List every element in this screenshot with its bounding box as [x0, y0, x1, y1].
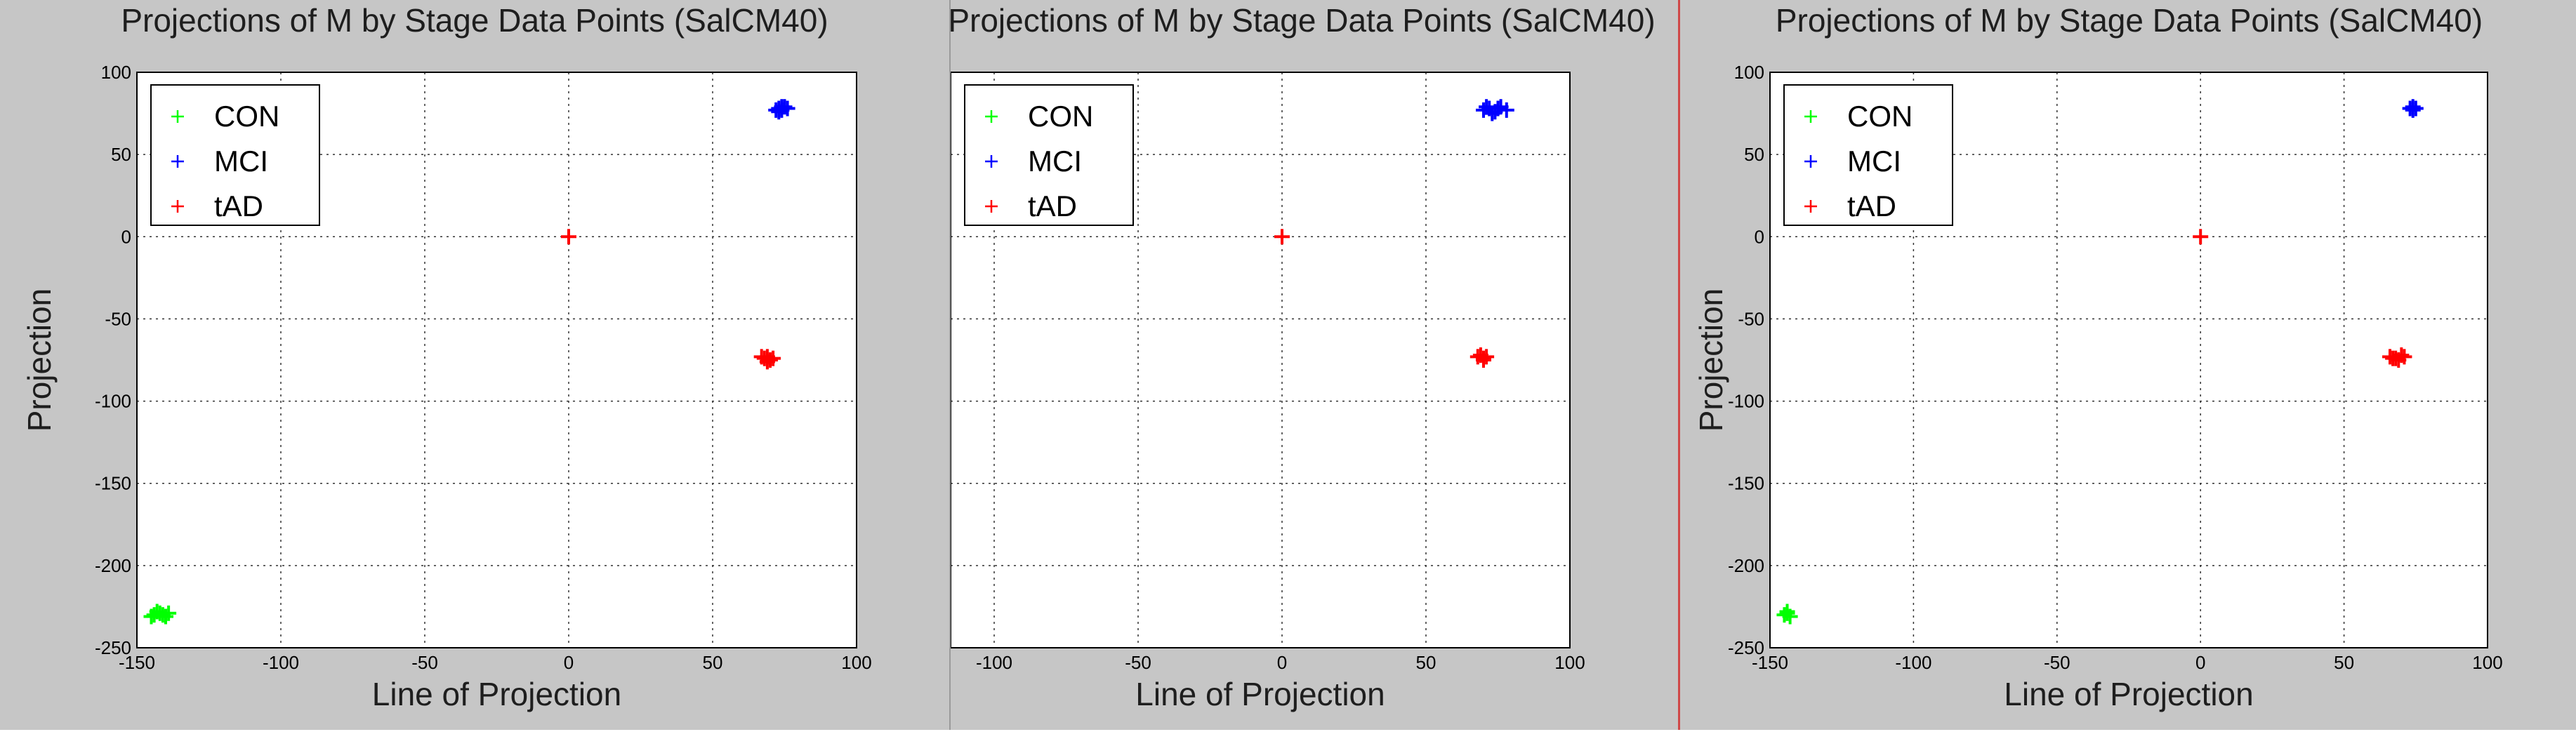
x-tick-label: -100: [976, 652, 1012, 673]
legend-marker-tad: [985, 200, 998, 213]
tad-data-point: [2396, 349, 2412, 365]
y-tick-label: 0: [1755, 226, 1764, 247]
x-axis-label: Line of Projection: [2004, 676, 2253, 712]
legend-marker-mci: [985, 155, 998, 168]
chart-panel-1: Projections of M by Stage Data Points (S…: [0, 0, 949, 730]
legend-label: MCI: [1028, 145, 1082, 178]
y-tick-label: 100: [1734, 62, 1764, 83]
con-data-point: [158, 608, 173, 625]
mci-data-point: [1498, 102, 1514, 118]
axes-box: [951, 72, 1571, 648]
mci-data-point: [2407, 100, 2424, 116]
y-tick-label: -250: [95, 637, 131, 658]
legend-marker-con: [1804, 110, 1817, 123]
y-tick-label: -200: [95, 555, 131, 576]
legend-label: tAD: [1028, 189, 1077, 222]
legend-box: [964, 84, 1134, 226]
con-data-point: [1779, 605, 1795, 621]
mci-data-point: [771, 104, 787, 120]
chart-3-plot: -150 -100 -50 0 50 100 100 50 0 -50 -100 -150 -200 -2…: [1693, 62, 2503, 712]
legend-box: [1783, 84, 1953, 226]
x-tick-label: 0: [1277, 652, 1287, 673]
y-tick-label: 100: [101, 62, 131, 83]
x-tick-label: 0: [2195, 652, 2205, 673]
tad-data-point: [1479, 349, 1495, 365]
chart-title: Projections of M by Stage Data Points (S…: [121, 2, 828, 39]
chart-2-plot: -100 -50 0 50 100 Line of Projection CON MCI tAD: [951, 72, 1585, 712]
x-tick-label: -150: [119, 652, 155, 673]
x-tick-label: 50: [703, 652, 723, 673]
mci-data-point: [2405, 99, 2421, 115]
axes-box: [1769, 72, 2488, 648]
y-tick-label: 50: [1744, 144, 1764, 165]
chart-title: Projections of M by Stage Data Points (S…: [949, 2, 1656, 39]
y-tick-label: -150: [1728, 473, 1764, 494]
tad-data-point: [765, 350, 781, 366]
legend-label: tAD: [214, 189, 263, 222]
tad-data-point: [2193, 229, 2209, 245]
mci-data-point: [1490, 100, 1506, 116]
x-tick-label: 100: [1554, 652, 1585, 673]
legend-label: CON: [214, 100, 279, 133]
y-tick-label: -200: [1728, 555, 1764, 576]
chart-panel-2: Projections of M by Stage Data Points (S…: [949, 0, 1679, 730]
chart-panel-3: Projections of M by Stage Data Points (S…: [1678, 0, 2576, 730]
x-tick-label: 50: [2334, 652, 2354, 673]
legend-label: MCI: [1847, 145, 1901, 178]
legend: CON MCI tAD: [1783, 84, 1953, 226]
x-axis-label: Line of Projection: [1135, 676, 1385, 712]
x-tick-label: -50: [1125, 652, 1151, 673]
tad-data-point: [1476, 352, 1491, 368]
tad-data-point: [561, 229, 576, 245]
x-tick-label: 50: [1416, 652, 1436, 673]
con-data-point: [161, 605, 177, 621]
x-tick-label: 0: [564, 652, 574, 673]
con-data-point: [143, 608, 159, 625]
x-tick-label: -50: [411, 652, 438, 673]
legend-marker-mci: [171, 155, 184, 168]
legend-marker-mci: [1804, 155, 1817, 168]
x-tick-label: 100: [2472, 652, 2502, 673]
chart-1-plot: -150 -100 -50 0 50 100 100 50 0 -50 -100 -150 -200 -2…: [21, 62, 872, 712]
y-tick-label: 50: [111, 144, 131, 165]
chart-title: Projections of M by Stage Data Points (S…: [1775, 2, 2483, 39]
y-tick-label: -100: [95, 391, 131, 412]
legend-marker-con: [985, 110, 998, 123]
axes-box: [136, 72, 857, 648]
y-axis-label: Projection: [1693, 288, 1729, 432]
tad-data-point: [762, 352, 778, 368]
y-tick-label: -250: [1728, 637, 1764, 658]
y-tick-label: -50: [1738, 308, 1764, 329]
y-tick-label: -150: [95, 473, 131, 494]
tad-data-point: [1274, 229, 1290, 245]
legend-marker-con: [171, 110, 184, 123]
x-tick-label: -100: [1895, 652, 1931, 673]
y-tick-label: 0: [121, 226, 131, 247]
legend-marker-tad: [171, 200, 184, 213]
y-tick-label: -100: [1728, 391, 1764, 412]
legend-marker-tad: [1804, 200, 1817, 213]
legend-label: CON: [1847, 100, 1913, 133]
legend-label: MCI: [214, 145, 268, 178]
legend-label: tAD: [1847, 189, 1896, 222]
con-data-point: [1782, 608, 1798, 625]
y-tick-label: -50: [105, 308, 131, 329]
legend: CON MCI tAD: [150, 84, 320, 226]
x-axis-label: Line of Projection: [372, 676, 621, 712]
mci-data-point: [1479, 99, 1495, 115]
tad-data-point: [2385, 350, 2401, 366]
x-tick-label: -50: [2044, 652, 2070, 673]
x-tick-label: -150: [1752, 652, 1788, 673]
x-tick-label: -100: [263, 652, 299, 673]
legend-box: [150, 84, 320, 226]
x-tick-label: 100: [841, 652, 871, 673]
y-axis-label: Projection: [21, 288, 58, 432]
legend: CON MCI tAD: [964, 84, 1134, 226]
legend-label: CON: [1028, 100, 1093, 133]
